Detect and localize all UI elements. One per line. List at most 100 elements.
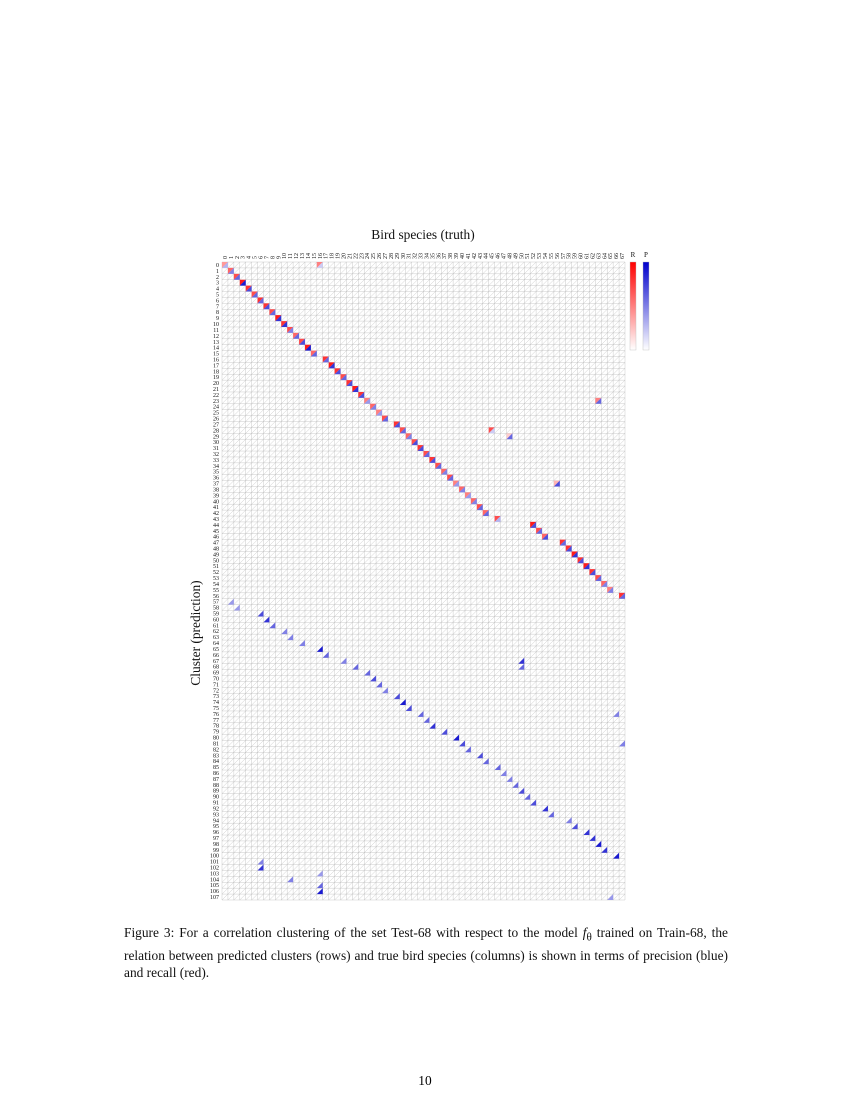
row-label: 95 bbox=[213, 824, 219, 830]
precision-triangle bbox=[607, 586, 614, 593]
column-label: 63 bbox=[596, 253, 602, 259]
precision-triangle bbox=[482, 758, 489, 765]
row-label: 42 bbox=[213, 511, 219, 517]
row-label: 17 bbox=[213, 363, 219, 369]
row-label: 66 bbox=[213, 653, 219, 659]
row-label: 88 bbox=[213, 783, 219, 789]
column-label: 0 bbox=[223, 256, 229, 259]
row-label: 92 bbox=[213, 806, 219, 812]
column-label: 64 bbox=[602, 253, 608, 259]
row-label: 35 bbox=[213, 470, 219, 476]
precision-triangle bbox=[565, 817, 572, 824]
column-label: 1 bbox=[229, 256, 235, 259]
row-label: 52 bbox=[213, 570, 219, 576]
row-label: 41 bbox=[213, 505, 219, 511]
row-label: 55 bbox=[213, 588, 219, 594]
precision-triangle bbox=[524, 793, 531, 800]
row-label: 76 bbox=[213, 712, 219, 718]
precision-triangle bbox=[251, 291, 258, 298]
row-label: 107 bbox=[210, 895, 219, 901]
row-label: 94 bbox=[213, 818, 219, 824]
precision-triangle bbox=[429, 722, 436, 729]
precision-triangle bbox=[340, 657, 347, 664]
caption-text: Figure 3: For a correlation clustering o… bbox=[124, 925, 583, 940]
precision-triangle bbox=[423, 716, 430, 723]
precision-triangle bbox=[393, 421, 400, 428]
precision-triangle bbox=[553, 480, 560, 487]
precision-triangle bbox=[257, 858, 264, 865]
y-axis-label: Cluster (prediction) bbox=[188, 580, 203, 685]
column-label: 56 bbox=[555, 253, 561, 259]
row-label: 39 bbox=[213, 493, 219, 499]
column-label: 47 bbox=[502, 253, 508, 259]
row-label: 60 bbox=[213, 617, 219, 623]
precision-triangle bbox=[464, 492, 471, 499]
column-label: 67 bbox=[620, 253, 626, 259]
row-label: 79 bbox=[213, 730, 219, 736]
precision-triangle bbox=[530, 799, 537, 806]
row-label: 25 bbox=[213, 411, 219, 417]
column-label: 32 bbox=[413, 253, 419, 259]
row-label: 99 bbox=[213, 848, 219, 854]
recall-triangle bbox=[482, 510, 489, 517]
precision-triangle bbox=[530, 521, 537, 528]
row-label: 24 bbox=[213, 405, 219, 411]
precision-triangle bbox=[287, 326, 294, 333]
recall-triangle bbox=[464, 492, 471, 499]
precision-triangle bbox=[494, 516, 501, 522]
precision-triangle bbox=[589, 835, 596, 841]
precision-triangle bbox=[411, 439, 418, 446]
recall-triangle bbox=[257, 297, 264, 304]
column-label: 31 bbox=[407, 253, 413, 259]
precision-triangle bbox=[233, 604, 240, 611]
precision-triangle bbox=[281, 321, 288, 327]
column-label: 17 bbox=[324, 253, 330, 259]
precision-triangle bbox=[287, 634, 294, 641]
precision-triangle bbox=[275, 315, 282, 322]
column-label: 48 bbox=[507, 253, 513, 259]
column-label: 44 bbox=[484, 253, 490, 259]
row-label: 14 bbox=[213, 346, 219, 352]
recall-triangle bbox=[488, 427, 495, 434]
column-label: 42 bbox=[472, 253, 478, 259]
column-label: 8 bbox=[270, 256, 276, 259]
precision-triangle bbox=[476, 504, 483, 511]
row-label: 68 bbox=[213, 665, 219, 671]
recall-triangle bbox=[589, 569, 596, 576]
column-label: 60 bbox=[579, 253, 585, 259]
precision-triangle bbox=[310, 350, 317, 357]
column-label: 2 bbox=[235, 256, 241, 259]
row-label: 12 bbox=[213, 334, 219, 340]
row-label: 104 bbox=[210, 877, 219, 883]
row-label: 63 bbox=[213, 635, 219, 641]
row-label: 7 bbox=[216, 304, 219, 310]
column-label: 12 bbox=[294, 253, 300, 259]
row-label: 84 bbox=[213, 759, 219, 765]
row-label: 1 bbox=[216, 269, 219, 275]
page-number: 10 bbox=[418, 1073, 432, 1088]
precision-triangle bbox=[346, 380, 353, 387]
recall-triangle bbox=[405, 433, 412, 440]
row-label: 37 bbox=[213, 482, 219, 488]
precision-triangle bbox=[245, 285, 252, 292]
recall-triangle bbox=[423, 451, 430, 457]
precision-triangle bbox=[364, 397, 371, 404]
precision-triangle bbox=[405, 433, 412, 440]
column-label: 27 bbox=[383, 253, 389, 259]
precision-triangle bbox=[613, 710, 620, 717]
row-label: 58 bbox=[213, 606, 219, 612]
precision-triangle bbox=[494, 764, 501, 771]
precision-triangle bbox=[565, 545, 572, 552]
row-label: 10 bbox=[213, 322, 219, 328]
recall-triangle bbox=[453, 480, 460, 487]
row-label: 23 bbox=[213, 399, 219, 405]
row-label: 9 bbox=[216, 316, 219, 322]
precision-triangle bbox=[263, 303, 270, 310]
column-label: 37 bbox=[442, 253, 448, 259]
precision-triangle bbox=[417, 710, 424, 717]
legend-label: P bbox=[644, 251, 648, 259]
row-label: 90 bbox=[213, 795, 219, 801]
precision-triangle bbox=[299, 640, 305, 646]
row-label: 77 bbox=[213, 718, 219, 724]
